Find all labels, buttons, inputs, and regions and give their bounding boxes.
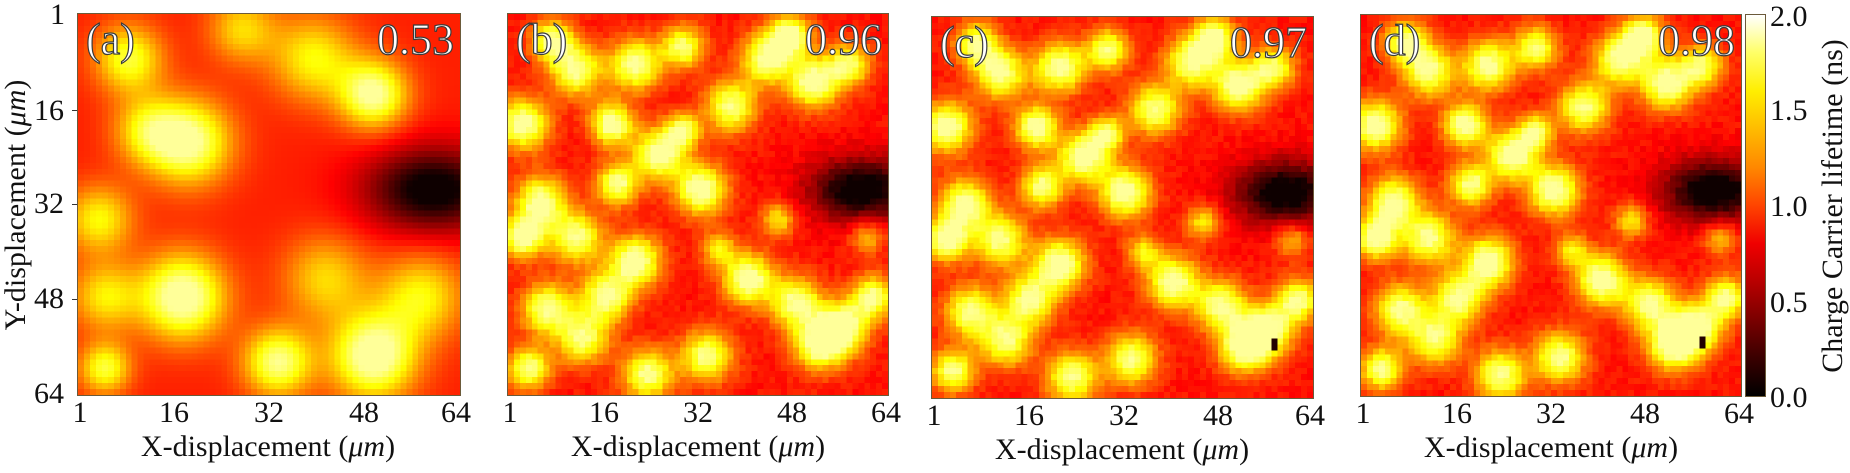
x-tick: 32 [254,396,284,429]
x-axis-label: X-displacement (μm) [994,433,1250,466]
x-tick: 32 [1536,397,1566,430]
panel-score: 0.53 [376,15,454,64]
panel-label: (d) [1368,16,1421,65]
colorbar-tick: 1.0 [1770,190,1808,223]
heatmap-d: (d) 0.98 [1360,14,1742,397]
panel-score: 0.98 [1657,16,1735,65]
y-tick: 48 [34,282,64,315]
x-tick: 16 [1014,399,1044,432]
y-axis-label: Y-displacement (μm) [0,79,32,331]
heatmap-a: (a) 0.53 [77,13,461,396]
panel-score: 0.96 [804,15,882,64]
x-tick: 64 [441,396,471,429]
panel-label: (b) [515,15,568,64]
x-axis-label: X-displacement (μm) [140,430,396,463]
x-tick: 16 [159,396,189,429]
heatmap-canvas-c [932,17,1313,398]
x-tick: 64 [1295,399,1325,432]
x-tick: 1 [502,396,518,429]
x-tick: 48 [349,396,379,429]
heatmap-canvas-a [78,14,460,395]
x-tick: 1 [926,399,942,432]
y-tickmark [72,204,77,205]
x-tick: 16 [1442,397,1472,430]
panel-score: 0.97 [1229,18,1307,67]
x-axis-label: X-displacement (μm) [570,430,826,463]
x-tick: 64 [1724,397,1754,430]
y-tick: 32 [34,187,64,220]
y-tickmark [72,299,77,300]
heatmap-canvas-d [1361,15,1741,396]
colorbar-tick: 1.5 [1770,94,1808,127]
x-tick: 48 [1630,397,1660,430]
heatmap-b: (b) 0.96 [507,13,889,396]
y-tick: 1 [50,0,65,31]
x-tick: 48 [1203,399,1233,432]
panel-label: (a) [85,15,135,64]
colorbar-tick: 2.0 [1770,0,1808,33]
heatmap-canvas-b [508,14,888,395]
y-tickmark [72,110,77,111]
y-tick: 16 [34,94,64,127]
heatmap-c: (c) 0.97 [931,16,1314,399]
colorbar-tick: 0.5 [1770,286,1808,319]
x-tick: 32 [683,396,713,429]
x-tick: 1 [1355,397,1371,430]
y-tick: 64 [34,377,64,410]
x-tick: 16 [589,396,619,429]
x-tick: 48 [777,396,807,429]
x-axis-label: X-displacement (μm) [1423,431,1679,464]
x-tick: 32 [1109,399,1139,432]
x-tick: 64 [871,396,901,429]
colorbar-label: Charge Carrier lifetime (ns) [1816,39,1849,373]
colorbar [1745,14,1766,397]
colorbar-tick: 0.0 [1770,381,1808,414]
panel-label: (c) [939,18,989,67]
x-tick: 1 [72,396,88,429]
